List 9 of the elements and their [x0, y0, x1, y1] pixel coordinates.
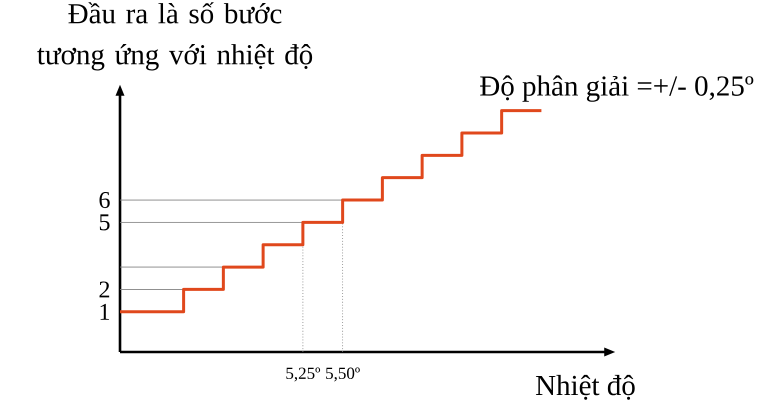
- y-tick-label: 1: [100, 304, 110, 320]
- x-tick-label: 5,25º: [286, 368, 320, 382]
- x-tick-label: 5,50º: [326, 368, 360, 382]
- y-axis-title: Đầu ra là số bước tương ứng với nhiệt độ: [37, 2, 312, 70]
- y-tick-label: 6: [100, 192, 110, 208]
- annotation: Độ phân giải =+/- 0,25º: [480, 75, 754, 102]
- x-axis-title: Nhiệt độ: [536, 374, 635, 400]
- y-tick-label: 2: [100, 281, 110, 298]
- y-tick-label: 5: [100, 214, 110, 230]
